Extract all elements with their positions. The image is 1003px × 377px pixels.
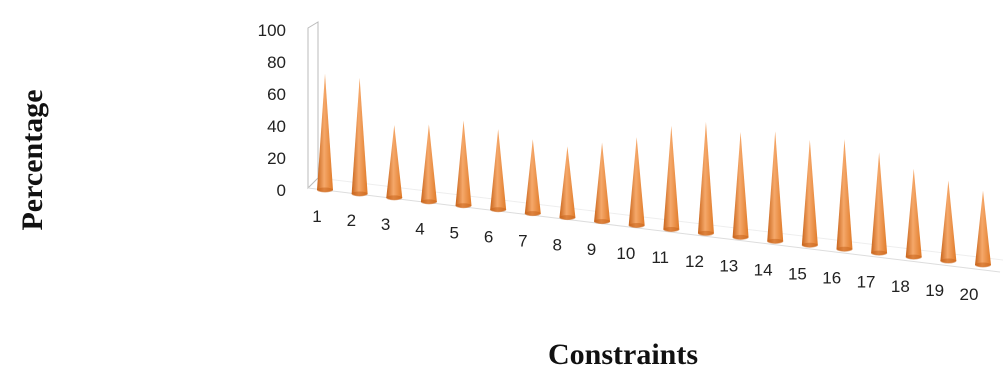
cone-body [732, 131, 749, 240]
x-tick-label: 8 [552, 236, 561, 255]
x-tick-label: 14 [754, 260, 773, 279]
cone-base [628, 223, 645, 229]
cone-bar [801, 139, 818, 248]
cone-body [905, 168, 922, 260]
x-tick-label: 16 [822, 269, 841, 288]
cone-body [767, 131, 784, 244]
x-tick-label: 1 [312, 207, 321, 226]
cone-body [628, 137, 645, 228]
x-tick-label: 13 [719, 256, 738, 275]
cone-bar [455, 120, 472, 209]
cone-bar [767, 131, 784, 244]
cone-body [490, 129, 507, 212]
cone-body [975, 190, 991, 267]
cone-bar [351, 77, 368, 197]
x-tick-label: 15 [788, 264, 807, 283]
cone-base [905, 254, 922, 260]
cone-body [386, 125, 403, 200]
cone-body [351, 77, 368, 196]
cone-base [975, 262, 991, 268]
cone-base [455, 203, 472, 209]
x-tick-label: 11 [651, 248, 669, 267]
cone-body [836, 139, 853, 252]
x-tick-label: 7 [518, 232, 527, 251]
cone-base [697, 230, 714, 236]
cone-body [801, 139, 818, 248]
cone-series [317, 73, 991, 268]
x-tick-label: 3 [381, 215, 390, 234]
cone-body [940, 180, 957, 264]
y-tick-label: 20 [267, 149, 286, 168]
cone-body [559, 146, 576, 220]
cone-base [836, 246, 853, 252]
cone-base [524, 211, 541, 217]
cone-body [455, 120, 472, 208]
y-tick-label: 100 [258, 21, 286, 40]
cone-base [420, 199, 437, 205]
x-tick-label: 9 [587, 240, 596, 259]
x-tick-label: 10 [616, 244, 635, 263]
x-tick-label: 12 [685, 252, 704, 271]
cone-body [697, 121, 714, 236]
cone-base [801, 242, 818, 248]
cone-bar [594, 142, 611, 225]
y-axis-title: Percentage [16, 89, 49, 230]
cone-bar [559, 146, 576, 221]
cone-body [420, 124, 437, 204]
cone-bar [871, 152, 888, 256]
cone-body [663, 125, 680, 232]
cone-body [317, 73, 333, 192]
cone-base [732, 234, 749, 240]
cone-base [940, 258, 957, 264]
cone-base [317, 187, 333, 193]
cone-body [594, 142, 611, 224]
x-tick-label: 5 [450, 223, 459, 242]
cone-bar [697, 121, 714, 236]
y-tick-label: 40 [267, 117, 286, 136]
x-tick-label: 4 [415, 219, 424, 238]
x-tick-label: 6 [484, 228, 493, 247]
cone-base [351, 191, 368, 197]
x-tick-label: 18 [891, 277, 910, 296]
cone-base [559, 215, 576, 221]
cone-bar [490, 129, 507, 213]
y-tick-label: 0 [277, 181, 286, 200]
cone-base [490, 207, 507, 213]
cone-bar [905, 168, 922, 260]
cone-bar [836, 139, 853, 252]
chart-frame [307, 21, 1003, 273]
cone-bar [420, 124, 437, 205]
cone-base [594, 219, 611, 225]
y-axis-ticks: 0 20 40 60 80 100 [258, 21, 286, 200]
y-tick-label: 60 [267, 85, 286, 104]
cone-bar [940, 180, 957, 264]
x-axis-ticks: 1 2 3 4 5 6 7 8 9 10 11 12 13 14 15 16 17 18 19 20 [312, 207, 978, 304]
x-tick-label: 2 [347, 211, 356, 230]
x-tick-label: 20 [960, 285, 979, 304]
cone-base [767, 238, 784, 244]
y-tick-label: 80 [267, 53, 286, 72]
x-tick-label: 17 [857, 273, 876, 292]
back-wall [307, 21, 319, 190]
x-axis-title: Constraints [548, 338, 698, 371]
cone-bar [628, 137, 645, 229]
cone-body [524, 139, 541, 216]
cone-base [663, 226, 680, 232]
cone-bar [386, 125, 403, 201]
cone-base [871, 250, 888, 256]
cone-base [386, 195, 403, 201]
cone-bar [524, 139, 541, 217]
x-tick-label: 19 [925, 281, 944, 300]
cone-bar [317, 73, 333, 193]
cone-bar [732, 131, 749, 240]
cone-bar [663, 125, 680, 232]
cone-body [871, 152, 888, 256]
cone-bar [975, 190, 991, 268]
